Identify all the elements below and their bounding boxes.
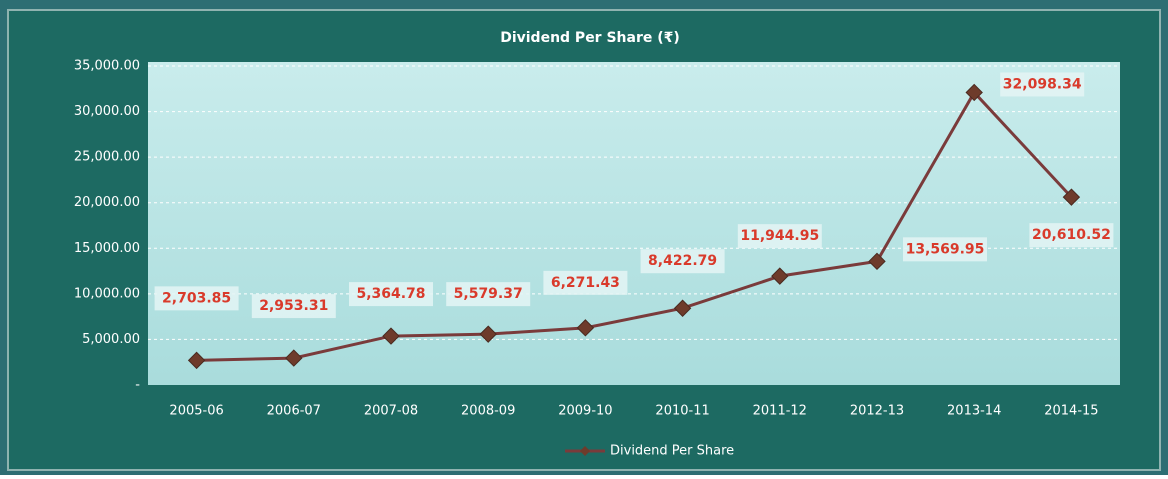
value-label: 2,703.85	[162, 290, 231, 306]
y-tick-label: 30,000.00	[74, 104, 140, 119]
value-label-box	[543, 270, 628, 295]
data-marker	[576, 319, 595, 337]
legend-label: Dividend Per Share	[610, 444, 734, 459]
x-tick-label: 2011-12	[753, 404, 807, 419]
x-tick-label: 2009-10	[558, 404, 612, 419]
value-label-box	[446, 282, 531, 307]
y-tick-label: 10,000.00	[74, 286, 140, 301]
data-marker	[771, 267, 789, 285]
value-label-box	[903, 237, 987, 262]
x-tick-label: 2007-08	[364, 404, 418, 419]
data-marker	[1062, 188, 1081, 206]
value-label-box	[737, 224, 822, 249]
data-marker	[965, 83, 983, 102]
y-tick-label: 35,000.00	[74, 59, 140, 74]
x-tick-label: 2006-07	[267, 404, 321, 419]
x-tick-label: 2012-13	[850, 404, 904, 419]
x-tick-label: 2005-06	[169, 404, 223, 419]
x-tick-label: 2010-11	[655, 404, 709, 419]
x-tick-label: 2008-09	[461, 404, 515, 419]
value-label: 20,610.52	[1032, 227, 1111, 243]
data-marker	[187, 351, 206, 370]
y-tick-label: 20,000.00	[74, 195, 140, 210]
value-label: 32,098.34	[1003, 76, 1082, 92]
data-marker	[382, 327, 400, 345]
data-marker	[285, 349, 303, 367]
data-marker	[479, 325, 497, 343]
value-label-box	[1000, 72, 1085, 97]
data-marker	[673, 299, 692, 317]
data-line	[196, 89, 1073, 362]
y-tick-label: 15,000.00	[74, 241, 140, 256]
value-label: 5,364.78	[356, 286, 425, 302]
legend-marker	[580, 446, 590, 456]
value-label-box	[1029, 223, 1114, 248]
value-label: 13,569.95	[906, 241, 985, 257]
value-label: 11,944.95	[740, 228, 819, 244]
y-tick-label: 25,000.00	[74, 150, 140, 165]
x-tick-label: 2013-14	[947, 404, 1001, 419]
y-tick-label: 5,000.00	[82, 332, 140, 347]
data-marker	[868, 252, 886, 271]
value-label: 5,579.37	[454, 286, 523, 302]
value-label-box	[154, 286, 239, 311]
chart-title: Dividend Per Share (₹)	[500, 30, 680, 46]
y-tick-label: -	[135, 378, 140, 393]
plot-area	[148, 62, 1120, 385]
value-label: 8,422.79	[648, 253, 717, 269]
value-label-box	[349, 282, 433, 307]
value-label-box	[640, 249, 725, 274]
x-tick-label: 2014-15	[1044, 404, 1098, 419]
value-label: 2,953.31	[259, 298, 328, 314]
value-label: 6,271.43	[551, 275, 620, 291]
value-label-box	[251, 294, 336, 319]
